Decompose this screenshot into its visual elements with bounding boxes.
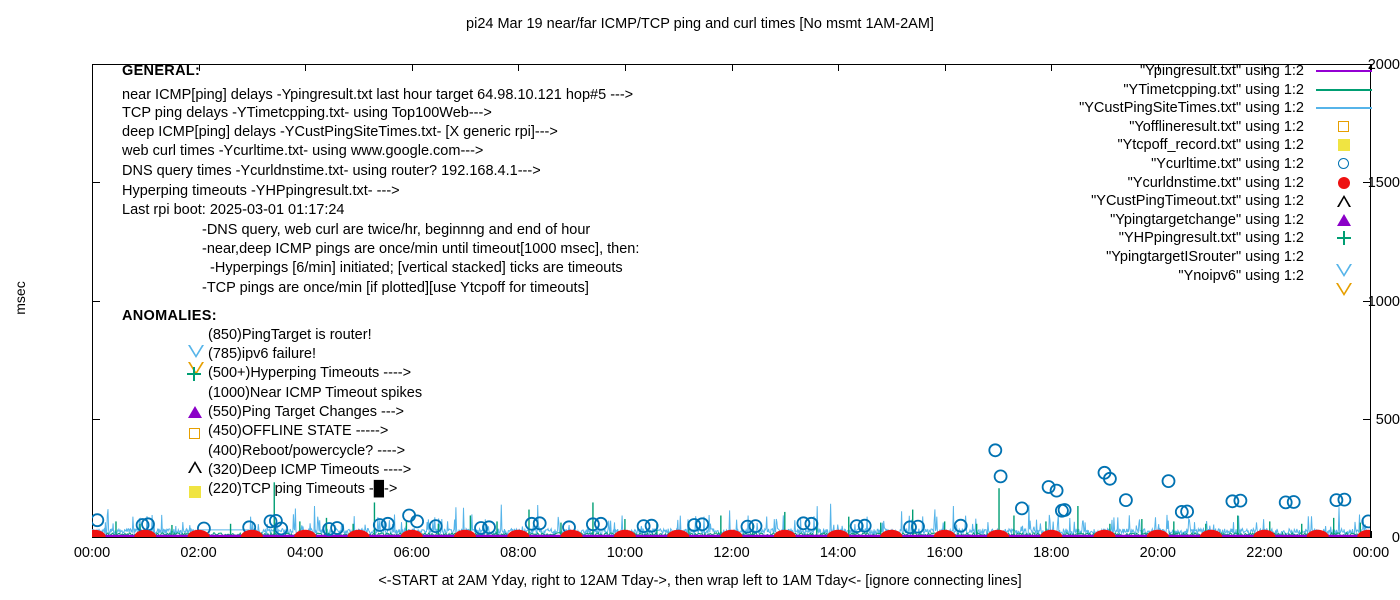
legend-key-8 xyxy=(1314,212,1374,228)
anomalies-heading: ANOMALIES: xyxy=(122,308,217,324)
y-tick-0: 0 xyxy=(1391,530,1400,546)
anomaly-label-4: (550)Ping Target Changes ---> xyxy=(208,404,404,420)
y-tick-mark xyxy=(92,301,100,302)
legend-key-10 xyxy=(1314,249,1374,277)
general-line-6: Last rpi boot: 2025-03-01 01:17:24 xyxy=(122,202,345,218)
plus-teal-icon xyxy=(186,366,206,384)
anomaly-label-1: (785)ipv6 failure! xyxy=(208,346,316,362)
general-note-2: -Hyperpings [6/min] initiated; [vertical… xyxy=(206,260,623,276)
legend-label-7: "YCustPingTimeout.txt" using 1:2 xyxy=(1091,193,1304,210)
general-note-3: -TCP pings are once/min [if plotted][use… xyxy=(202,280,589,296)
x-tick-0000-0: 00:00 xyxy=(73,545,111,561)
legend-key-3 xyxy=(1314,119,1374,135)
legend-key-7 xyxy=(1314,193,1374,209)
legend-label-1: "YTimetcpping.txt" using 1:2 xyxy=(1123,81,1304,98)
general-note-0: -DNS query, web curl are twice/hr, begin… xyxy=(202,222,591,238)
y-tick-2000: 2000 xyxy=(1367,57,1400,73)
x-tick-1200-6: 12:00 xyxy=(713,545,750,561)
x-tick-mark-top xyxy=(305,64,307,71)
y-tick-mark-right xyxy=(1363,182,1371,183)
general-line-3: web curl times -Ycurltime.txt- using www… xyxy=(122,143,484,159)
x-tick-0400-2: 04:00 xyxy=(287,545,324,561)
anomaly-label-7: (320)Deep ICMP Timeouts ----> xyxy=(208,462,412,478)
y-tick-mark-right xyxy=(1363,419,1371,420)
y-axis-label: msec xyxy=(12,281,28,315)
x-axis-caption: <-START at 2AM Yday, right to 12AM Tday-… xyxy=(378,573,1022,589)
y-tick-mark-right xyxy=(1363,301,1371,302)
x-tick-1400-7: 14:00 xyxy=(819,545,857,561)
legend-key-9 xyxy=(1314,230,1374,246)
x-tick-mark-top xyxy=(1051,64,1053,71)
legend-key-11 xyxy=(1314,268,1374,296)
x-tick-mark-top xyxy=(624,64,626,71)
x-tick-mark-top xyxy=(518,64,520,71)
y-tick-500: 500 xyxy=(1375,412,1400,428)
chart-title: pi24 Mar 19 near/far ICMP/TCP ping and c… xyxy=(466,16,934,32)
anomaly-label-8: (220)TCP ping Timeouts -█-> xyxy=(208,481,398,497)
legend-key-0 xyxy=(1314,63,1374,79)
anomaly-label-3: (1000)Near ICMP Timeout spikes xyxy=(208,385,423,401)
triangle-up-purple-icon xyxy=(186,404,206,422)
x-tick-mark xyxy=(1371,531,1372,538)
y-tick-mark xyxy=(92,64,100,65)
square-open-orange-icon xyxy=(186,425,206,443)
x-tick-mark-top xyxy=(411,64,413,71)
x-tick-0800-4: 08:00 xyxy=(500,545,537,561)
x-tick-1800-9: 18:00 xyxy=(1033,545,1070,561)
anomaly-label-6: (400)Reboot/powercycle? ----> xyxy=(208,443,406,459)
legend-label-11: "Ynoipv6" using 1:2 xyxy=(1178,267,1304,284)
legend-key-6 xyxy=(1314,175,1374,191)
x-tick-mark-top xyxy=(92,64,93,71)
x-tick-mark-top xyxy=(1264,64,1266,71)
x-tick-mark-top xyxy=(1157,64,1159,71)
legend-label-10: "YpingtargetISrouter" using 1:2 xyxy=(1106,249,1304,265)
x-tick-0000-12: 00:00 xyxy=(1352,545,1390,561)
square-filled-yellow-icon xyxy=(186,483,206,501)
general-note-1: -near,deep ICMP pings are once/min until… xyxy=(202,241,640,257)
legend-label-8: "Ypingtargetchange" using 1:2 xyxy=(1110,211,1304,228)
x-tick-mark-top xyxy=(198,64,200,71)
anomaly-label-2: (500+)Hyperping Timeouts ----> xyxy=(208,365,412,381)
x-tick-mark-top xyxy=(944,64,946,71)
triangle-down-lightblue-icon xyxy=(186,331,206,358)
legend-key-5 xyxy=(1314,156,1374,172)
y-tick-1000: 1000 xyxy=(1367,294,1400,310)
legend-label-3: "Yofflineresult.txt" using 1:2 xyxy=(1129,118,1304,135)
legend-label-0: "Ypingresult.txt" using 1:2 xyxy=(1140,63,1304,79)
y-tick-mark xyxy=(92,419,100,420)
x-tick-mark-top xyxy=(838,64,840,71)
x-tick-2000-10: 20:00 xyxy=(1139,545,1176,561)
y-tick-1500: 1500 xyxy=(1367,175,1400,191)
legend-label-6: "Ycurldnstime.txt" using 1:2 xyxy=(1127,174,1304,191)
legend-label-5: "Ycurltime.txt" using 1:2 xyxy=(1151,156,1304,172)
legend-key-2 xyxy=(1314,100,1374,116)
y-tick-mark-right xyxy=(1363,64,1371,65)
legend-key-1 xyxy=(1314,82,1374,98)
x-tick-mark-top xyxy=(731,64,733,71)
legend-label-9: "YHPpingresult.txt" using 1:2 xyxy=(1118,230,1304,247)
triangle-up-open-icon xyxy=(186,459,206,477)
anomaly-label-5: (450)OFFLINE STATE -----> xyxy=(208,423,389,439)
anomaly-label-0: (850)PingTarget is router! xyxy=(208,327,372,343)
general-line-4: DNS query times -Ycurldnstime.txt- using… xyxy=(122,163,541,179)
x-tick-1600-8: 16:00 xyxy=(926,545,963,561)
legend-label-4: "Ytcpoff_record.txt" using 1:2 xyxy=(1117,137,1304,154)
general-line-2: deep ICMP[ping] delays -YCustPingSiteTim… xyxy=(122,124,558,140)
general-line-1: TCP ping delays -YTimetcpping.txt- using… xyxy=(122,105,492,121)
x-tick-0200-1: 02:00 xyxy=(180,545,217,561)
legend-key-4 xyxy=(1314,137,1374,153)
general-line-5: Hyperping timeouts -YHPpingresult.txt- -… xyxy=(122,183,400,199)
general-line-0: near ICMP[ping] delays -Ypingresult.txt … xyxy=(122,87,634,103)
x-tick-0600-3: 06:00 xyxy=(393,545,430,561)
general-heading: GENERAL: xyxy=(122,63,201,79)
x-tick-2200-11: 22:00 xyxy=(1246,545,1283,561)
x-tick-mark-top xyxy=(1371,64,1372,71)
triangle-down-orange-icon xyxy=(186,348,206,375)
legend-label-2: "YCustPingSiteTimes.txt" using 1:2 xyxy=(1079,100,1304,117)
y-tick-mark xyxy=(92,182,100,183)
x-tick-1000-5: 10:00 xyxy=(606,545,644,561)
plot-canvas xyxy=(92,443,1370,537)
